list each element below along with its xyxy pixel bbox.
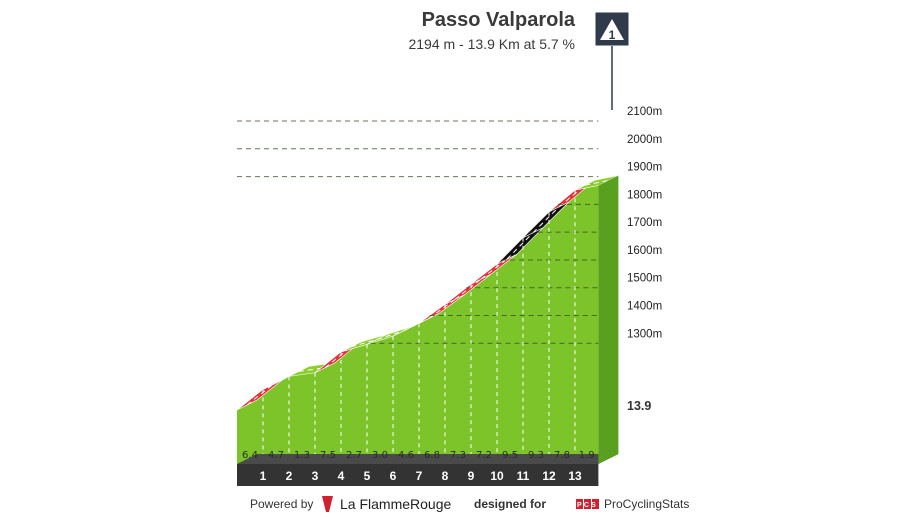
footer: Powered by La FlammeRouge designed for P…	[250, 496, 689, 512]
profile-top-centerline	[480, 258, 508, 280]
y-tick-label: 2100m	[627, 106, 662, 118]
gradient-label: 1.9	[579, 450, 595, 461]
y-tick-label: 1600m	[627, 245, 662, 257]
profile-top-centerline	[584, 179, 609, 186]
y-tick-label: 2000m	[627, 134, 662, 146]
gradient-label: 7.8	[554, 450, 570, 461]
gradient-label: 6.4	[242, 450, 258, 461]
profile-top-centerline	[454, 278, 482, 300]
gradient-label: 4.6	[398, 450, 414, 461]
y-tick-label: 1500m	[627, 273, 662, 285]
gradient-label: 9.3	[528, 450, 544, 461]
gradient-label: 6.8	[424, 450, 440, 461]
y-tick-label: 1800m	[627, 189, 662, 201]
y-tick-label: 1300m	[627, 328, 662, 340]
base-bar-top	[237, 454, 619, 464]
base-bar-front	[237, 464, 599, 486]
km-number-label: 12	[542, 469, 556, 483]
pcs-logo-icon: PCS	[576, 499, 599, 509]
y-tick-label: 1900m	[627, 162, 662, 174]
km-number-label: 2	[286, 469, 293, 483]
km-number-label: 13	[568, 469, 582, 483]
km-number-label: 11	[517, 469, 530, 483]
total-distance-label: 13.9	[627, 399, 651, 413]
profile-top-centerline	[376, 330, 404, 340]
gradient-label: 1.3	[294, 450, 310, 461]
category-badge: 1	[594, 11, 630, 47]
gradient-label: 7.3	[450, 450, 466, 461]
y-tick-label: 1400m	[627, 301, 662, 313]
gradient-label: 7.5	[320, 450, 336, 461]
profile-top-centerline	[246, 384, 274, 406]
procyclingstats-label: ProCyclingStats	[604, 497, 689, 511]
flamme-rouge-flame-icon	[322, 496, 333, 512]
km-number-label: 3	[312, 469, 319, 483]
chart-title: Passo Valparola	[422, 9, 576, 31]
km-number-label: 10	[490, 469, 504, 483]
profile-top-centerline	[350, 338, 378, 348]
chart-subtitle: 2194 m - 13.9 Km at 5.7 %	[408, 36, 575, 52]
km-number-label: 7	[416, 469, 423, 483]
category-badge-label: 1	[609, 28, 616, 42]
gradient-label: 3.0	[372, 450, 388, 461]
designed-for-label: designed for	[474, 497, 546, 511]
gradient-label: 2.7	[346, 450, 362, 461]
km-number-label: 8	[442, 469, 449, 483]
profile-top-centerline	[532, 206, 560, 234]
profile-top-centerline	[272, 370, 300, 385]
profile-top-centerline	[402, 317, 430, 332]
pcs-logo-text: PCS	[577, 502, 598, 509]
gradient-label: 7.2	[476, 450, 492, 461]
gradient-label: 9.5	[502, 450, 518, 461]
km-number-label: 4	[338, 469, 345, 483]
powered-by-label: Powered by	[250, 497, 313, 511]
km-number-label: 9	[468, 469, 475, 483]
y-tick-label: 1700m	[627, 217, 662, 229]
profile-fill-area	[237, 185, 599, 464]
profile-right-face	[598, 175, 619, 464]
flamme-rouge-logo-text: La FlammeRouge	[340, 496, 451, 512]
profile-top-centerline	[506, 232, 534, 260]
km-number-label: 6	[390, 469, 397, 483]
km-number-label: 1	[260, 469, 267, 483]
gradient-label: 4.7	[268, 450, 284, 461]
km-number-label: 5	[364, 469, 371, 483]
